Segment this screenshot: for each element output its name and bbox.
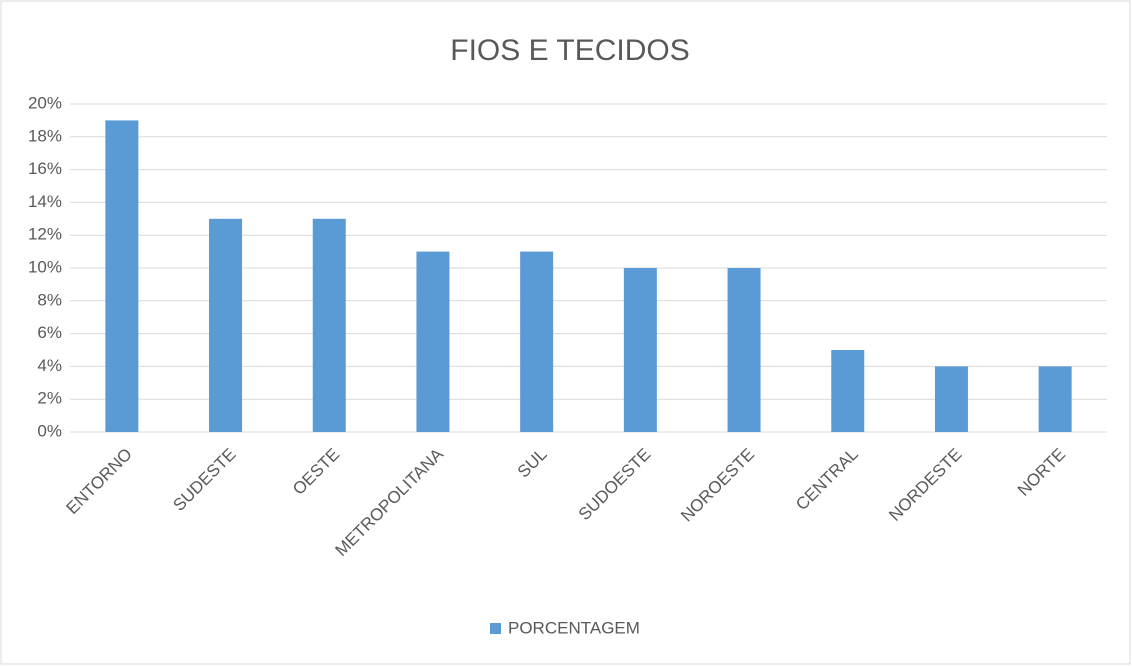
- y-tick-label: 18%: [28, 126, 62, 145]
- bar: [934, 366, 968, 432]
- bar: [623, 268, 657, 432]
- bar: [209, 218, 243, 432]
- y-tick-label: 14%: [28, 192, 62, 211]
- bar: [727, 268, 761, 432]
- legend-label: PORCENTAGEM: [508, 618, 640, 637]
- y-tick-label: 20%: [28, 93, 62, 112]
- chart-title: FIOS E TECIDOS: [450, 34, 690, 67]
- legend-swatch: [490, 623, 501, 634]
- y-tick-label: 8%: [37, 290, 62, 309]
- bar: [1038, 366, 1072, 432]
- y-tick-label: 4%: [37, 356, 62, 375]
- bar: [831, 350, 865, 432]
- y-tick-label: 0%: [37, 421, 62, 440]
- bar: [416, 251, 450, 432]
- bar: [105, 120, 139, 433]
- y-tick-label: 10%: [28, 257, 62, 276]
- bar: [520, 251, 554, 432]
- y-tick-label: 16%: [28, 159, 62, 178]
- bar: [312, 218, 346, 432]
- y-tick-label: 2%: [37, 389, 62, 408]
- y-tick-label: 12%: [28, 225, 62, 244]
- y-tick-label: 6%: [37, 323, 62, 342]
